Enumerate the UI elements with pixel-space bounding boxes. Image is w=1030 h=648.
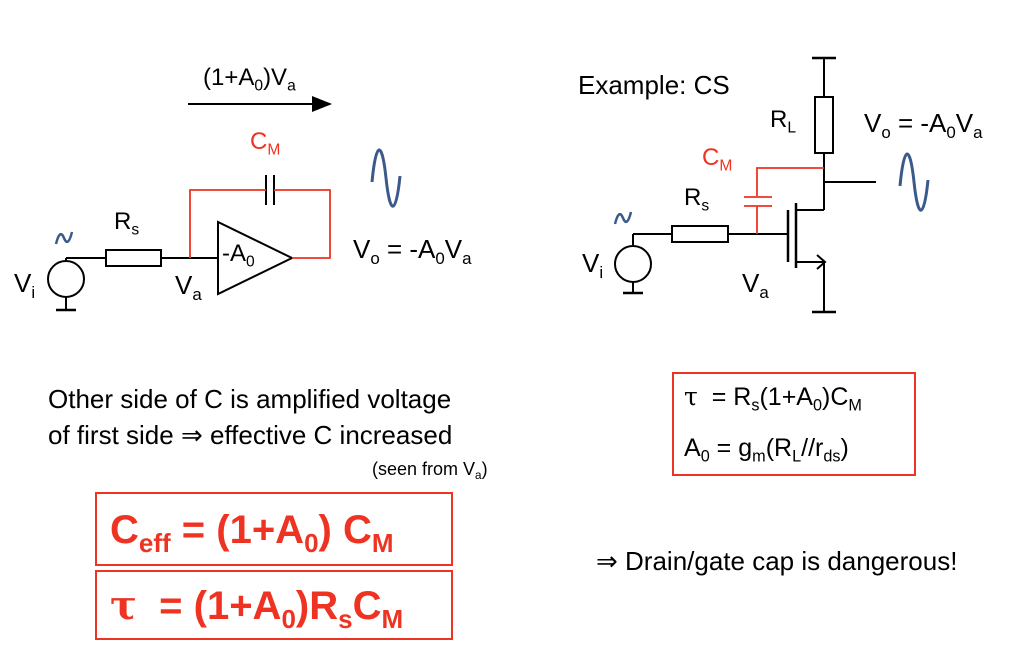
vi-source-right <box>614 245 652 283</box>
cm-gate-drain-cap <box>756 167 824 196</box>
ceff-box <box>95 492 453 566</box>
right-circuit <box>613 56 930 314</box>
tau-formula: τ = (1+A0)RsCM <box>110 582 404 635</box>
output-wave-left <box>370 148 402 208</box>
explanation-line2: of first side ⇒ effective C increased <box>48 420 453 450</box>
time-constant-box <box>672 372 916 476</box>
va-label-left: Va <box>175 270 202 304</box>
gain-equation: A0 = gm(RL//rds) <box>684 434 849 466</box>
rl-resistor <box>814 96 834 154</box>
rs-resistor-left <box>105 249 162 267</box>
rs-label-right: Rs <box>684 184 710 215</box>
amplifier-triangle <box>217 220 295 296</box>
conclusion-text: ⇒ Drain/gate cap is dangerous! <box>596 546 958 576</box>
gain-arrow-label: (1+A0)Va <box>203 64 296 95</box>
tau-equation: τ = Rs(1+A0)CM <box>684 382 862 415</box>
tau-box <box>95 570 453 640</box>
vi-label-right: Vi <box>582 248 604 282</box>
input-wave-right <box>613 211 633 225</box>
cm-feedback-wire <box>189 189 262 258</box>
rs-resistor-right <box>671 225 729 243</box>
input-wave-left <box>54 231 74 245</box>
output-wave-right <box>898 152 930 212</box>
seen-from-note: (seen from Va) <box>372 459 488 483</box>
vo-label-left: Vo = -A0Va <box>353 234 472 268</box>
cm-label-right: CM <box>702 144 733 175</box>
amp-gain-label: -A0 <box>222 240 255 271</box>
example-title: Example: CS <box>578 70 730 100</box>
cm-label-left: CM <box>250 128 281 159</box>
rl-label: RL <box>770 106 797 137</box>
vi-source-left <box>47 260 85 298</box>
vo-label-right: Vo = -A0Va <box>864 108 983 142</box>
va-label-right: Va <box>742 268 769 302</box>
left-circuit <box>47 96 402 312</box>
vi-label-left: Vi <box>14 268 36 302</box>
rs-label-left: Rs <box>114 208 140 239</box>
explanation-line1: Other side of C is amplified voltage <box>48 384 452 414</box>
ceff-formula: Ceff = (1+A0) CM <box>110 508 394 559</box>
